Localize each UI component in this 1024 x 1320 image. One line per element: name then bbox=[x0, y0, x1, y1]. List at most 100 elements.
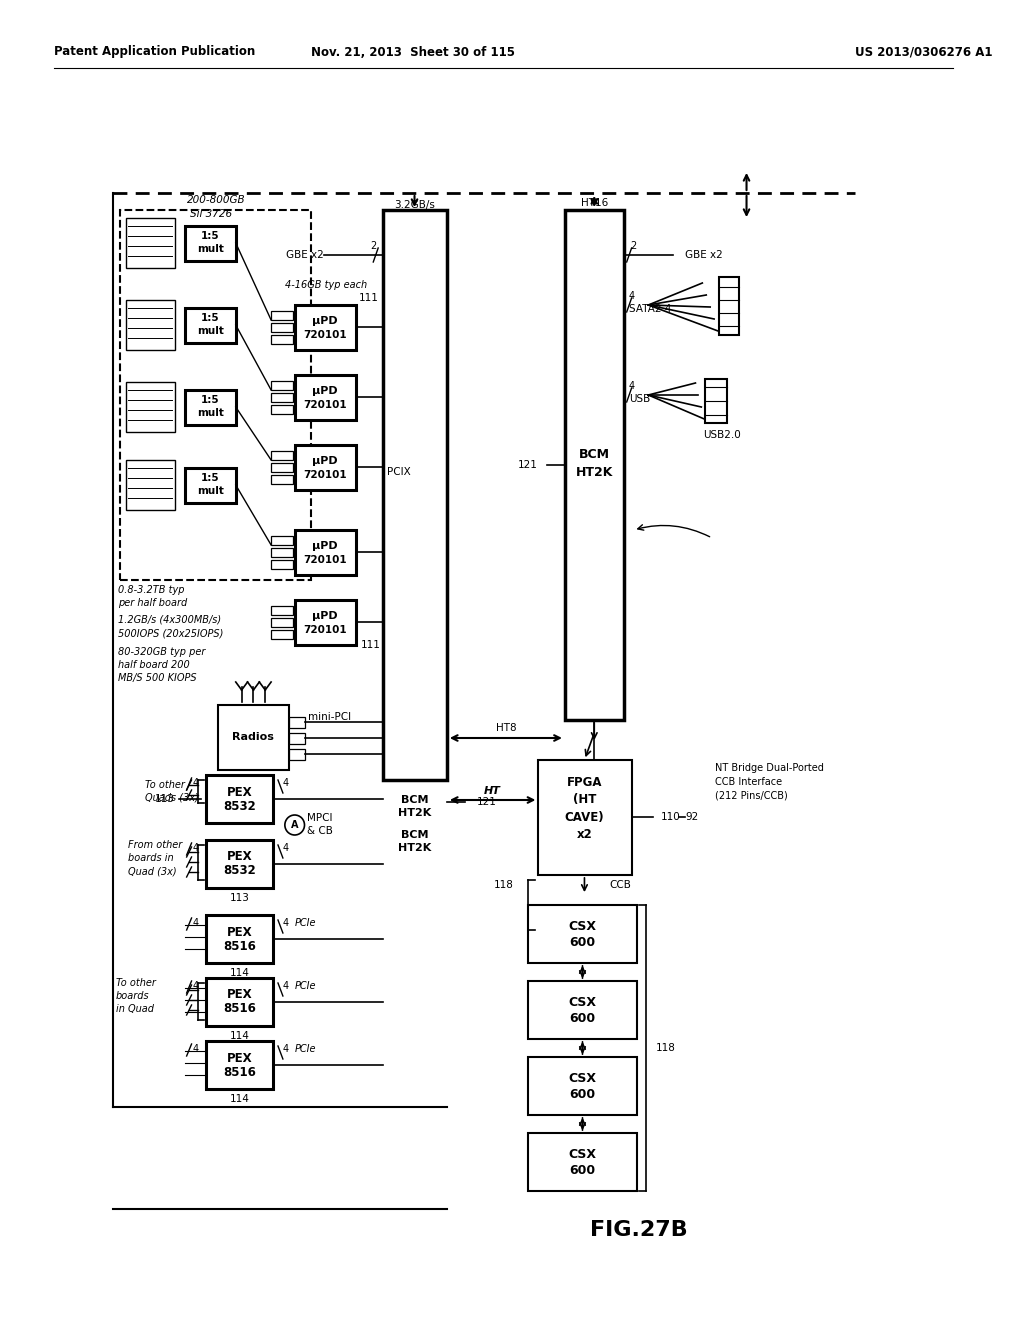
Bar bbox=[184, 389, 236, 425]
Text: 4: 4 bbox=[283, 777, 289, 788]
Text: HT2K: HT2K bbox=[398, 808, 431, 818]
Text: 114: 114 bbox=[229, 1094, 250, 1104]
Text: μPD: μPD bbox=[312, 611, 338, 620]
Text: 1:5: 1:5 bbox=[201, 231, 219, 242]
Text: USB: USB bbox=[629, 393, 650, 404]
Bar bbox=[206, 915, 273, 964]
Text: HT8: HT8 bbox=[496, 723, 516, 733]
Text: 4: 4 bbox=[283, 1044, 289, 1053]
Bar bbox=[528, 981, 637, 1039]
Text: 4: 4 bbox=[283, 981, 289, 991]
Bar bbox=[206, 840, 273, 888]
Text: 4-16GB typ each: 4-16GB typ each bbox=[285, 280, 367, 290]
Bar bbox=[271, 630, 293, 639]
Text: 121: 121 bbox=[476, 797, 497, 807]
Text: per half board: per half board bbox=[118, 598, 187, 609]
Bar bbox=[126, 218, 175, 268]
Text: MB/S 500 KIOPS: MB/S 500 KIOPS bbox=[118, 673, 197, 682]
Text: 200-800GB: 200-800GB bbox=[186, 195, 246, 205]
Bar bbox=[126, 300, 175, 350]
Text: 8516: 8516 bbox=[223, 1002, 256, 1015]
Text: Radios: Radios bbox=[232, 733, 274, 742]
Bar bbox=[383, 210, 446, 780]
Text: in Quad: in Quad bbox=[116, 1005, 154, 1014]
Text: 4: 4 bbox=[193, 917, 199, 928]
Text: Quad (3x): Quad (3x) bbox=[128, 866, 176, 876]
Text: 4: 4 bbox=[629, 381, 635, 391]
Text: CCB: CCB bbox=[609, 880, 631, 890]
Text: mult: mult bbox=[197, 408, 223, 418]
Text: 92: 92 bbox=[686, 812, 698, 822]
Text: HT2K: HT2K bbox=[398, 843, 431, 853]
Text: 500IOPS (20x25IOPS): 500IOPS (20x25IOPS) bbox=[118, 628, 223, 638]
Text: (HT: (HT bbox=[572, 793, 596, 807]
Bar bbox=[719, 277, 738, 335]
Text: To other: To other bbox=[116, 978, 156, 987]
Text: CSX: CSX bbox=[568, 920, 597, 933]
Bar bbox=[206, 775, 273, 822]
Text: CAVE): CAVE) bbox=[564, 810, 604, 824]
Text: 4: 4 bbox=[193, 1044, 199, 1053]
Text: mult: mult bbox=[197, 244, 223, 253]
Text: 114: 114 bbox=[229, 968, 250, 978]
Text: (212 Pins/CCB): (212 Pins/CCB) bbox=[715, 791, 787, 801]
Text: 720101: 720101 bbox=[303, 470, 347, 480]
Text: 111: 111 bbox=[360, 640, 380, 649]
Bar bbox=[528, 906, 637, 964]
Text: 1:5: 1:5 bbox=[201, 395, 219, 405]
Text: 1:5: 1:5 bbox=[201, 473, 219, 483]
Text: US 2013/0306276 A1: US 2013/0306276 A1 bbox=[855, 45, 992, 58]
Text: GBE x2: GBE x2 bbox=[685, 249, 722, 260]
Bar bbox=[271, 536, 293, 545]
Text: CSX: CSX bbox=[568, 1072, 597, 1085]
Text: A: A bbox=[291, 820, 298, 830]
Text: 3.2GB/s: 3.2GB/s bbox=[394, 201, 435, 210]
Text: 113: 113 bbox=[229, 894, 250, 903]
Text: 1.2GB/s (4x300MB/s): 1.2GB/s (4x300MB/s) bbox=[118, 615, 221, 624]
Bar bbox=[706, 379, 727, 422]
Bar bbox=[120, 210, 311, 579]
Bar bbox=[295, 305, 355, 350]
Text: 4: 4 bbox=[629, 290, 635, 301]
Text: 720101: 720101 bbox=[303, 330, 347, 341]
Text: FPGA: FPGA bbox=[566, 776, 602, 788]
Text: 2: 2 bbox=[370, 242, 377, 251]
Bar bbox=[271, 323, 293, 333]
Text: BCM: BCM bbox=[400, 795, 428, 805]
Bar bbox=[271, 618, 293, 627]
Text: half board 200: half board 200 bbox=[118, 660, 189, 671]
Text: mult: mult bbox=[197, 486, 223, 496]
Bar bbox=[206, 978, 273, 1026]
Text: HT: HT bbox=[483, 785, 501, 796]
Text: 2: 2 bbox=[631, 242, 637, 251]
Text: PCIX: PCIX bbox=[387, 467, 411, 477]
Bar bbox=[184, 226, 236, 261]
Text: Patent Application Publication: Patent Application Publication bbox=[54, 45, 255, 58]
Text: x2: x2 bbox=[577, 829, 592, 842]
Text: HT16: HT16 bbox=[581, 198, 608, 209]
Bar bbox=[271, 606, 293, 615]
Text: 1:5: 1:5 bbox=[201, 313, 219, 323]
Bar bbox=[289, 717, 304, 729]
Bar bbox=[528, 1057, 637, 1115]
Text: 110: 110 bbox=[662, 812, 681, 822]
Bar bbox=[289, 748, 304, 760]
Text: 4: 4 bbox=[193, 843, 199, 853]
Text: MPCI: MPCI bbox=[307, 813, 333, 822]
Text: 8516: 8516 bbox=[223, 1065, 256, 1078]
Text: CSX: CSX bbox=[568, 1148, 597, 1162]
Text: 111: 111 bbox=[358, 293, 379, 304]
Bar bbox=[271, 548, 293, 557]
Text: 4: 4 bbox=[283, 917, 289, 928]
Text: μPD: μPD bbox=[312, 455, 338, 466]
Bar bbox=[295, 445, 355, 490]
Text: SATA2 4: SATA2 4 bbox=[629, 304, 671, 314]
Text: HT2K: HT2K bbox=[575, 466, 613, 479]
Text: 8532: 8532 bbox=[223, 800, 256, 813]
Text: Quads (3x): Quads (3x) bbox=[145, 792, 199, 803]
Text: μPD: μPD bbox=[312, 541, 338, 550]
Bar bbox=[206, 1041, 273, 1089]
Text: USB2.0: USB2.0 bbox=[703, 430, 740, 440]
Bar bbox=[271, 475, 293, 484]
Text: 118: 118 bbox=[656, 1043, 676, 1053]
